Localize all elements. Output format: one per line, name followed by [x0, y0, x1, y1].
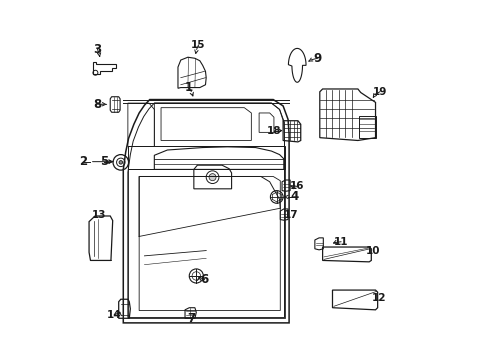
- Text: 19: 19: [372, 87, 387, 97]
- Text: 1: 1: [185, 81, 193, 94]
- Text: 12: 12: [372, 293, 386, 303]
- Text: 10: 10: [366, 246, 380, 256]
- Text: 16: 16: [290, 181, 304, 192]
- Text: 2: 2: [79, 155, 88, 168]
- Text: 15: 15: [191, 40, 206, 50]
- Text: 3: 3: [94, 43, 101, 56]
- Text: 18: 18: [267, 126, 281, 136]
- Text: 4: 4: [290, 190, 298, 203]
- Circle shape: [209, 174, 216, 181]
- Text: 7: 7: [187, 312, 196, 325]
- Text: 9: 9: [313, 52, 321, 65]
- Text: 6: 6: [200, 273, 209, 286]
- Text: 5: 5: [100, 155, 108, 168]
- Text: 13: 13: [91, 210, 106, 220]
- Text: 14: 14: [107, 310, 122, 320]
- Text: 8: 8: [94, 98, 101, 111]
- Text: 17: 17: [284, 210, 299, 220]
- Circle shape: [119, 161, 122, 164]
- Text: 11: 11: [334, 237, 348, 247]
